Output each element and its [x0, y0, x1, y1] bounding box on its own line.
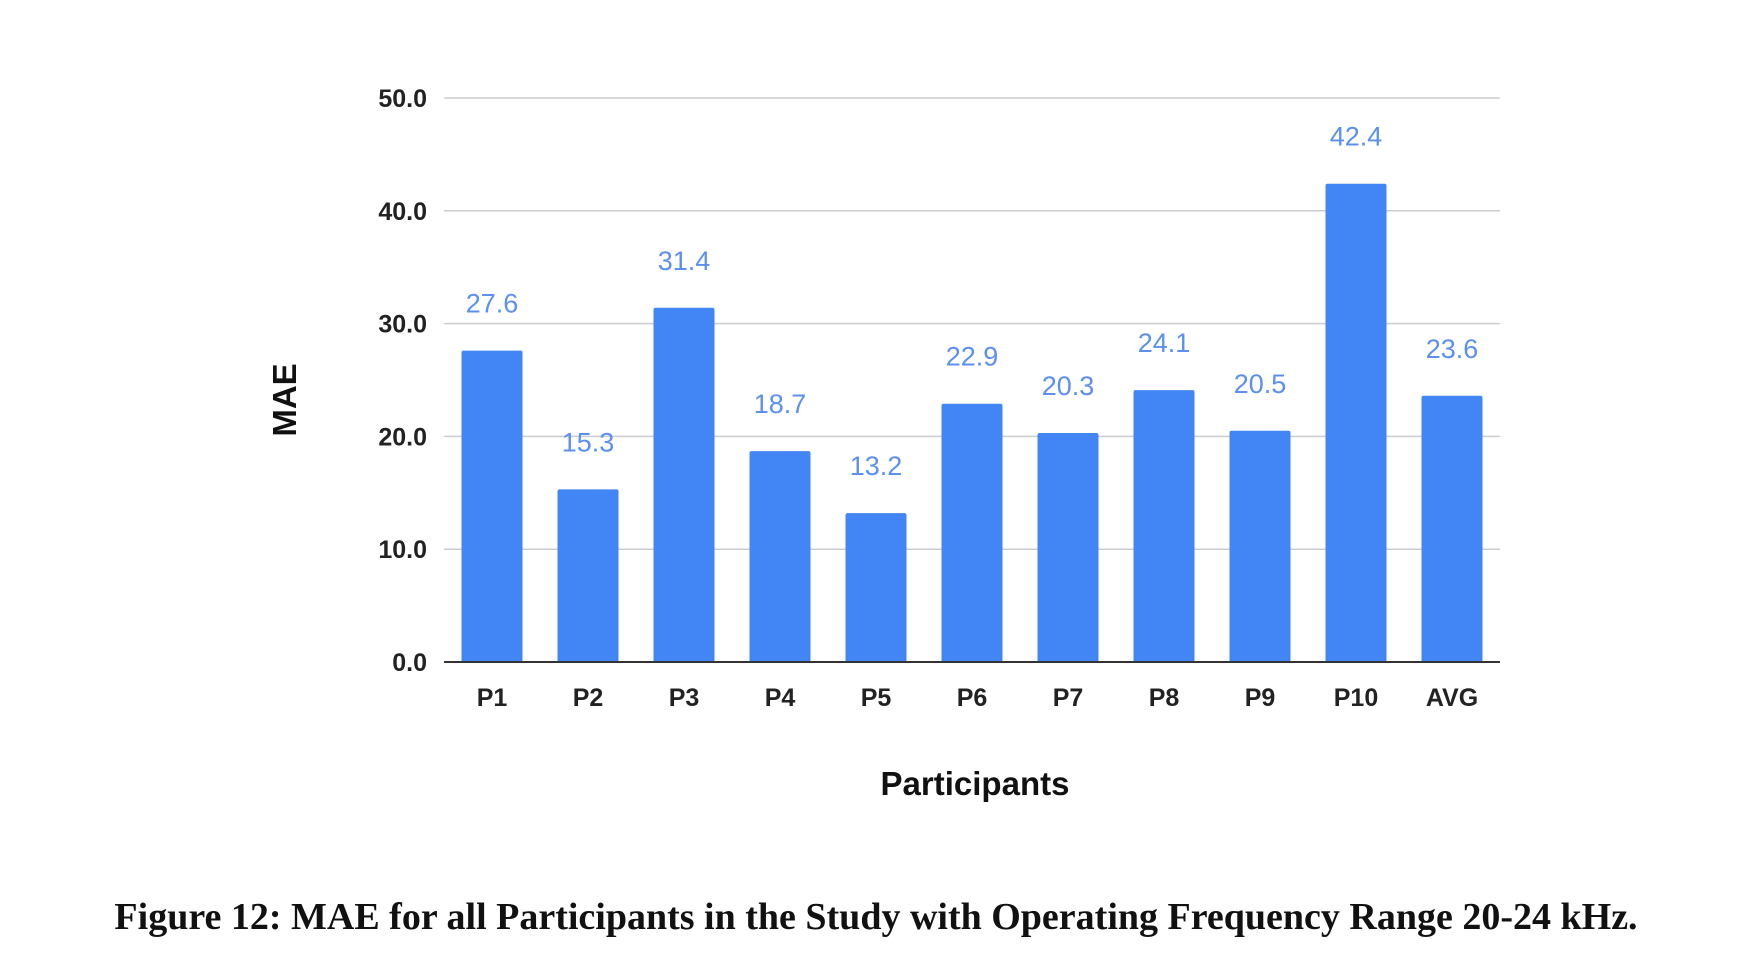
y-tick-label: 50.0 [378, 85, 427, 113]
bar-p10 [1325, 183, 1387, 662]
bar-p7 [1037, 433, 1099, 662]
y-tick-label: 0.0 [392, 649, 427, 677]
data-label: 13.2 [850, 451, 903, 481]
y-axis-title: MAE [266, 363, 303, 436]
bar-p4 [749, 451, 811, 662]
bar-p3 [653, 307, 715, 662]
x-tick-label: P2 [573, 684, 604, 712]
data-label: 15.3 [562, 427, 615, 457]
data-label: 24.1 [1138, 328, 1191, 358]
x-tick-label: P4 [765, 684, 796, 712]
data-labels: 27.6 15.3 31.4 18.7 13.2 22.9 20.3 24.1 20.5 42.4… [466, 122, 1479, 481]
data-label: 23.6 [1426, 334, 1479, 364]
bar-p8 [1133, 390, 1195, 662]
x-tick-label: P3 [669, 684, 700, 712]
x-axis-ticks: P1 P2 P3 P4 P5 P6 P7 P8 P9 P10 AVG [477, 684, 1478, 712]
bar-p2 [557, 489, 619, 662]
x-tick-label: P10 [1334, 684, 1378, 712]
x-tick-label: P5 [861, 684, 892, 712]
x-tick-label: P7 [1053, 684, 1084, 712]
x-tick-label: AVG [1426, 684, 1478, 712]
data-label: 18.7 [754, 389, 807, 419]
data-label: 27.6 [466, 289, 519, 319]
y-axis-ticks: 0.0 10.0 20.0 30.0 40.0 50.0 [378, 85, 427, 677]
bars [461, 183, 1483, 662]
x-tick-label: P8 [1149, 684, 1180, 712]
x-tick-label: P6 [957, 684, 988, 712]
y-tick-label: 10.0 [378, 536, 427, 564]
data-label: 20.5 [1234, 369, 1287, 399]
data-label: 42.4 [1330, 122, 1383, 152]
y-tick-label: 40.0 [378, 198, 427, 226]
data-label: 20.3 [1042, 371, 1095, 401]
bar-avg [1421, 395, 1483, 662]
y-tick-label: 30.0 [378, 311, 427, 339]
x-axis-title: Participants [881, 765, 1070, 802]
bar-p6 [941, 403, 1003, 662]
bar-chart: 0.0 10.0 20.0 30.0 40.0 50.0 27.6 15.3 31.4 18.7… [266, 85, 1500, 802]
figure-caption: Figure 12: MAE for all Participants in t… [114, 896, 1638, 938]
bar-p5 [845, 513, 907, 662]
gridlines [444, 97, 1500, 550]
y-tick-label: 20.0 [378, 423, 427, 451]
bar-p1 [461, 350, 523, 662]
x-tick-label: P9 [1245, 684, 1276, 712]
data-label: 31.4 [658, 246, 711, 276]
x-tick-label: P1 [477, 684, 508, 712]
bar-p9 [1229, 430, 1291, 662]
data-label: 22.9 [946, 342, 999, 372]
